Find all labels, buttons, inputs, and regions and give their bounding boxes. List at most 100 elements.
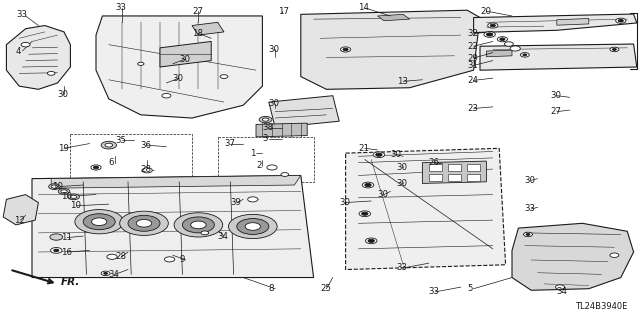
Text: 25: 25 <box>320 284 331 293</box>
Text: 28: 28 <box>115 252 126 261</box>
Circle shape <box>486 33 493 36</box>
Text: 13: 13 <box>397 77 408 86</box>
Polygon shape <box>448 174 461 181</box>
Text: 34: 34 <box>218 232 228 241</box>
Text: 33: 33 <box>397 263 408 272</box>
Circle shape <box>245 223 260 230</box>
Circle shape <box>365 238 377 244</box>
Text: 1: 1 <box>250 149 255 158</box>
Text: 35: 35 <box>115 136 126 145</box>
Polygon shape <box>346 148 506 270</box>
Polygon shape <box>467 174 480 181</box>
Circle shape <box>259 116 272 123</box>
Text: 30: 30 <box>179 55 190 63</box>
Polygon shape <box>218 137 314 182</box>
Polygon shape <box>422 161 486 183</box>
Text: 31: 31 <box>467 61 478 70</box>
Text: 2: 2 <box>256 161 262 170</box>
Text: 22: 22 <box>467 42 478 51</box>
Circle shape <box>68 194 79 200</box>
Circle shape <box>54 249 59 252</box>
Text: 12: 12 <box>14 216 25 225</box>
Text: 9: 9 <box>179 256 184 264</box>
Text: 4: 4 <box>16 47 22 56</box>
Circle shape <box>497 37 508 42</box>
Circle shape <box>500 38 505 41</box>
Text: 30: 30 <box>397 163 408 172</box>
Circle shape <box>70 195 77 198</box>
Circle shape <box>228 214 277 239</box>
Circle shape <box>107 254 117 259</box>
Text: 33: 33 <box>16 10 27 19</box>
Text: 6: 6 <box>109 158 115 167</box>
Circle shape <box>490 24 495 27</box>
Text: 23: 23 <box>467 104 478 113</box>
Circle shape <box>262 118 269 121</box>
Ellipse shape <box>128 143 166 157</box>
Circle shape <box>138 62 144 65</box>
Polygon shape <box>474 14 637 33</box>
Polygon shape <box>51 175 301 188</box>
Circle shape <box>201 231 209 235</box>
Polygon shape <box>269 96 339 128</box>
Circle shape <box>136 219 152 227</box>
Circle shape <box>362 212 368 215</box>
Polygon shape <box>6 26 70 89</box>
Polygon shape <box>301 10 480 89</box>
Ellipse shape <box>120 139 175 160</box>
Text: 36: 36 <box>141 141 152 150</box>
Circle shape <box>504 42 513 46</box>
Circle shape <box>281 173 289 176</box>
Circle shape <box>362 182 374 188</box>
Polygon shape <box>448 164 461 171</box>
Circle shape <box>174 213 223 237</box>
Circle shape <box>105 143 113 147</box>
Circle shape <box>51 185 58 188</box>
Text: 30: 30 <box>390 150 401 159</box>
Circle shape <box>340 47 351 52</box>
Circle shape <box>359 211 371 217</box>
Text: 8: 8 <box>269 284 275 293</box>
Text: 18: 18 <box>192 29 203 38</box>
Circle shape <box>61 190 67 193</box>
Text: 30: 30 <box>58 90 68 99</box>
Circle shape <box>21 42 30 47</box>
Text: 27: 27 <box>550 107 561 116</box>
Text: 10: 10 <box>61 192 72 201</box>
Circle shape <box>101 271 110 276</box>
Circle shape <box>524 232 532 237</box>
Text: 30: 30 <box>397 179 408 188</box>
Text: 10: 10 <box>52 182 63 191</box>
Circle shape <box>343 48 348 51</box>
Circle shape <box>237 219 269 234</box>
Text: 28: 28 <box>141 165 152 174</box>
Polygon shape <box>512 223 634 290</box>
Circle shape <box>610 47 619 52</box>
Circle shape <box>75 210 124 234</box>
Text: 10: 10 <box>70 201 81 210</box>
Circle shape <box>484 32 495 37</box>
Text: 14: 14 <box>358 4 369 12</box>
Text: 30: 30 <box>378 190 388 199</box>
Circle shape <box>50 234 63 240</box>
Text: 5: 5 <box>467 284 473 293</box>
Text: 34: 34 <box>557 287 568 296</box>
Circle shape <box>267 165 277 170</box>
Text: 20: 20 <box>480 7 491 16</box>
Text: 33: 33 <box>115 4 126 12</box>
Circle shape <box>373 152 385 158</box>
Polygon shape <box>429 164 442 171</box>
Text: FR.: FR. <box>61 277 80 287</box>
Text: 30: 30 <box>339 198 350 207</box>
Circle shape <box>610 253 619 257</box>
Circle shape <box>128 215 160 231</box>
Text: 39: 39 <box>230 198 241 207</box>
Circle shape <box>368 239 374 242</box>
Text: 30: 30 <box>525 176 536 185</box>
Circle shape <box>365 183 371 187</box>
Text: 29: 29 <box>467 54 478 63</box>
Polygon shape <box>429 174 442 181</box>
Circle shape <box>142 168 152 173</box>
Polygon shape <box>3 195 38 225</box>
Text: 33: 33 <box>429 287 440 296</box>
